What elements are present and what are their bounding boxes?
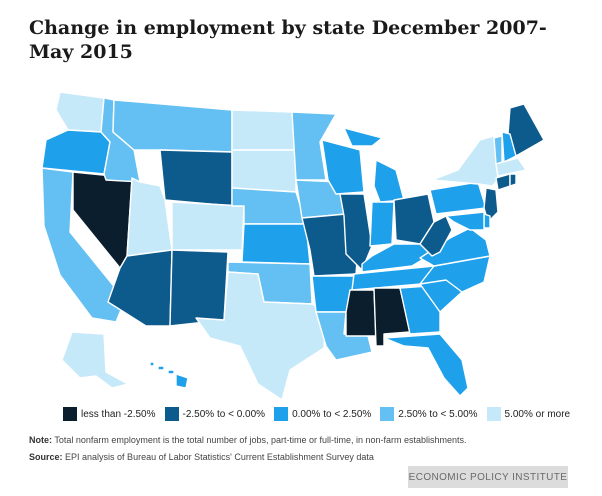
state-MS[interactable]: [345, 289, 377, 337]
state-NJ[interactable]: [483, 187, 499, 223]
legend-item: -2.50% to < 0.00%: [164, 407, 266, 421]
source-text: EPI analysis of Bureau of Labor Statisti…: [65, 452, 374, 462]
legend-swatch: [164, 407, 179, 421]
note-line: Note: Total nonfarm employment is the to…: [29, 432, 467, 449]
state-FL[interactable]: [383, 333, 469, 397]
state-WA[interactable]: [55, 91, 105, 133]
legend-label: 5.00% or more: [504, 408, 571, 420]
legend-swatch: [486, 407, 501, 421]
state-HI[interactable]: [149, 361, 189, 389]
state-NH[interactable]: [501, 131, 517, 163]
us-map: [41, 91, 545, 400]
state-SD[interactable]: [231, 149, 297, 193]
legend-swatch: [274, 407, 289, 421]
legend-label: -2.50% to < 0.00%: [182, 408, 266, 420]
source-label: Source:: [29, 452, 63, 462]
state-VT[interactable]: [493, 135, 503, 165]
legend-swatch: [380, 407, 395, 421]
state-NY[interactable]: [431, 135, 499, 187]
state-VA[interactable]: [419, 227, 491, 267]
state-WY[interactable]: [159, 149, 233, 207]
state-MA[interactable]: [495, 157, 527, 177]
state-ND[interactable]: [231, 109, 297, 151]
state-PA[interactable]: [429, 181, 487, 215]
brand-label: ECONOMIC POLICY INSTITUTE: [408, 466, 568, 488]
note-text: Total nonfarm employment is the total nu…: [54, 435, 467, 445]
map-legend: less than -2.50% -2.50% to < 0.00% 0.00%…: [63, 406, 579, 422]
state-IN[interactable]: [369, 201, 395, 247]
state-OR[interactable]: [41, 129, 111, 175]
state-MI[interactable]: [343, 127, 405, 203]
state-MD[interactable]: [445, 211, 485, 231]
legend-item: less than -2.50%: [63, 407, 156, 421]
state-DE[interactable]: [483, 213, 491, 229]
state-CA[interactable]: [41, 167, 126, 323]
state-NM[interactable]: [169, 249, 229, 327]
state-TX[interactable]: [195, 271, 327, 400]
state-ME[interactable]: [507, 103, 545, 157]
state-WV[interactable]: [419, 215, 453, 257]
legend-label: less than -2.50%: [81, 408, 156, 420]
state-MN[interactable]: [291, 111, 337, 181]
state-MT[interactable]: [112, 99, 233, 153]
legend-label: 0.00% to < 2.50%: [292, 408, 372, 420]
legend-item: 0.00% to < 2.50%: [274, 407, 371, 421]
legend-item: 2.50% to < 5.00%: [380, 407, 478, 421]
state-WI[interactable]: [321, 139, 365, 195]
state-RI[interactable]: [509, 173, 517, 187]
state-CO[interactable]: [171, 201, 245, 251]
source-line: Source: EPI analysis of Bureau of Labor …: [29, 449, 467, 466]
state-AK[interactable]: [61, 331, 129, 389]
chart-title: Change in employment by state December 2…: [29, 17, 547, 63]
legend-item: 5.00% or more: [486, 407, 571, 421]
legend-label: 2.50% to < 5.00%: [398, 408, 478, 420]
state-KS[interactable]: [241, 223, 311, 265]
legend-swatch: [63, 407, 77, 421]
footnotes: Note: Total nonfarm employment is the to…: [29, 432, 467, 466]
note-label: Note:: [29, 435, 52, 445]
